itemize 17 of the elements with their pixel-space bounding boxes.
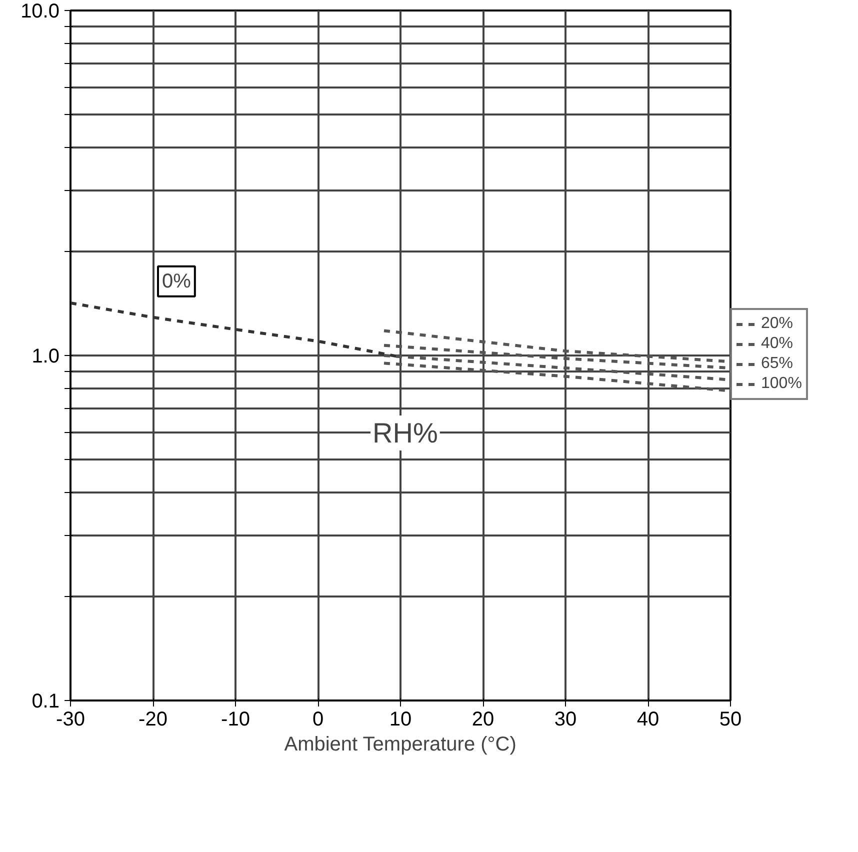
annotation: RH%: [372, 418, 438, 448]
legend-label: 65%: [761, 355, 794, 373]
legend-label: 100%: [761, 375, 802, 393]
x-tick-label: 20: [472, 708, 494, 730]
legend-label: 20%: [761, 315, 794, 333]
x-tick-label: -10: [221, 708, 250, 730]
x-tick-label: -20: [138, 708, 168, 730]
x-tick-label: 40: [636, 708, 660, 730]
series-label: 0%: [162, 270, 192, 292]
x-tick-label: 30: [554, 708, 577, 730]
x-axis-title: Ambient Temperature (°C): [284, 734, 516, 756]
y-tick-label: 1.0: [32, 346, 60, 368]
legend-label: 40%: [761, 335, 794, 353]
x-tick-label: 50: [719, 708, 742, 730]
y-tick-label: 10.0: [20, 0, 60, 22]
x-tick-label: 10: [389, 708, 412, 730]
x-tick-label: 0: [312, 708, 324, 730]
